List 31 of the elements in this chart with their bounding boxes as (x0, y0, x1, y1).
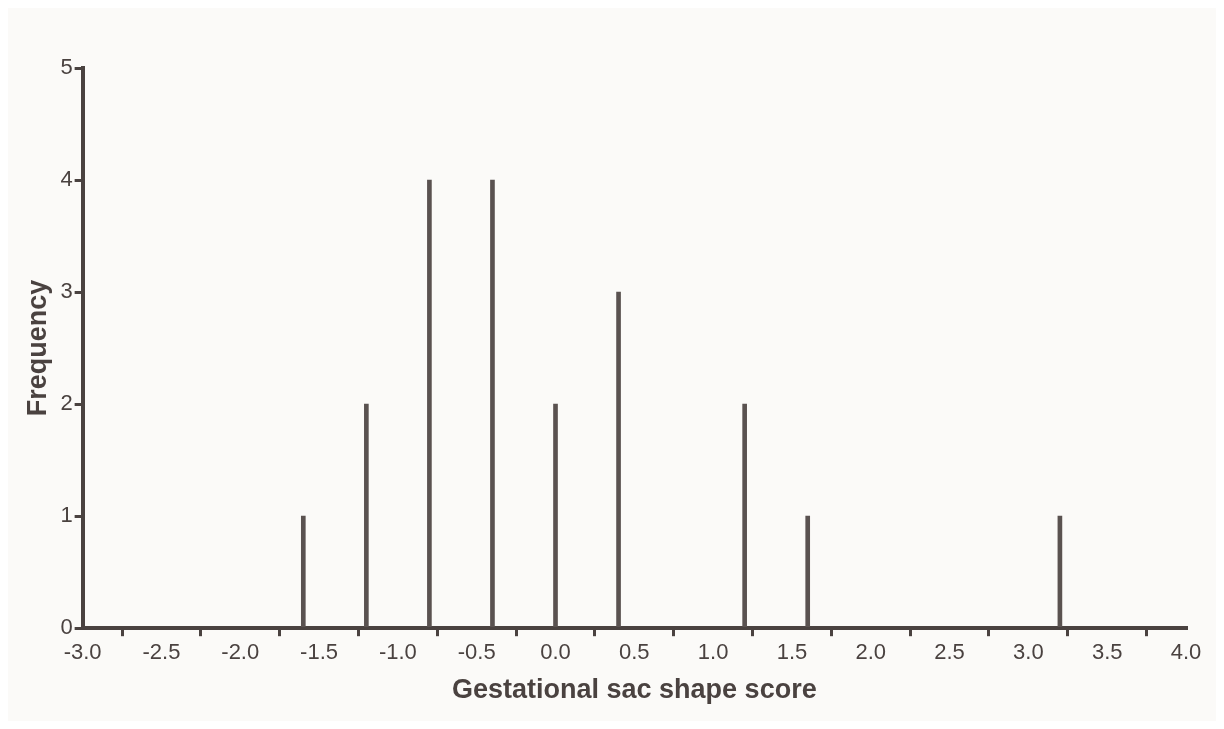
x-tick-label: -0.5 (457, 639, 496, 665)
x-tick-label: 1.5 (776, 639, 808, 665)
bar (616, 291, 621, 628)
bar (490, 179, 495, 628)
y-tick-label: 4 (60, 166, 73, 192)
x-tick-label: 4.0 (1170, 639, 1202, 665)
y-tick-label: 0 (60, 614, 73, 640)
x-tick-label: 3.5 (1091, 639, 1123, 665)
x-axis-title: Gestational sac shape score (451, 674, 817, 705)
y-tick-label: 1 (60, 502, 73, 528)
bar (364, 403, 369, 628)
y-tick-label: 5 (60, 54, 73, 80)
x-tick-label: -3.0 (63, 639, 102, 665)
bar (553, 403, 558, 628)
x-tick-label: -2.0 (221, 639, 260, 665)
bar (427, 179, 432, 628)
x-tick-label: 0.0 (540, 639, 571, 665)
y-tick-label: 2 (60, 390, 73, 416)
x-tick-label: -1.0 (378, 639, 417, 665)
x-tick-label: 0.5 (619, 639, 650, 665)
bar (300, 515, 306, 628)
bar (742, 403, 747, 628)
x-tick-label: 3.0 (1013, 639, 1044, 665)
y-tick-label: 3 (60, 278, 73, 304)
bar (805, 515, 811, 628)
x-tick-label: 2.5 (934, 639, 965, 665)
x-tick-label: -2.5 (142, 639, 181, 665)
x-tick-label: 2.0 (855, 639, 887, 665)
y-axis-title: Frequency (21, 279, 52, 417)
x-tick-label: 1.0 (697, 639, 729, 665)
x-tick-label: -1.5 (300, 639, 339, 665)
